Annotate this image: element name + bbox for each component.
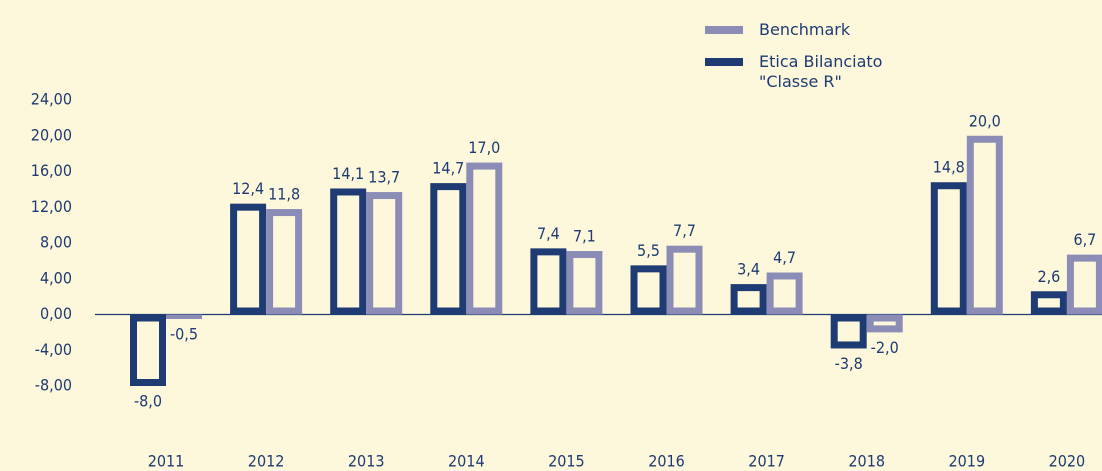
- x-tick-label: 2015: [548, 452, 585, 471]
- data-label: 14,7: [432, 159, 464, 178]
- data-label: 2,6: [1037, 267, 1060, 286]
- data-label: -2,0: [871, 338, 899, 357]
- data-label: -3,8: [835, 354, 863, 373]
- y-tick-label: 0,00: [40, 304, 72, 323]
- bar: [230, 203, 267, 315]
- x-tick-label: 2020: [1049, 452, 1086, 471]
- bar: [466, 162, 503, 315]
- data-label: 5,5: [637, 241, 660, 260]
- data-label: 4,7: [773, 248, 796, 267]
- y-tick-label: 20,00: [31, 125, 72, 144]
- bar: [430, 183, 467, 315]
- x-tick-label: 2019: [948, 452, 985, 471]
- bar: [1030, 291, 1067, 315]
- data-label: 17,0: [468, 138, 500, 157]
- bar: [1066, 254, 1102, 315]
- bar: [530, 248, 567, 315]
- data-label: 7,1: [573, 227, 596, 246]
- bar: [930, 182, 967, 315]
- data-label: 14,1: [332, 164, 364, 183]
- bar: [866, 314, 903, 333]
- bar: [730, 284, 767, 315]
- bar: [766, 272, 803, 315]
- bar: [966, 135, 1003, 315]
- data-label: 3,4: [737, 260, 760, 279]
- bar: [630, 265, 667, 315]
- legend-item: Benchmark: [705, 20, 909, 40]
- legend-swatch: [705, 26, 743, 34]
- data-label: 12,4: [232, 179, 264, 198]
- data-label: 20,0: [969, 111, 1001, 130]
- x-tick-label: 2011: [148, 452, 185, 471]
- bar: [830, 314, 867, 349]
- bar: [266, 209, 303, 315]
- data-label: 14,8: [933, 158, 965, 177]
- data-label: 6,7: [1073, 230, 1096, 249]
- data-label: 7,4: [537, 224, 560, 243]
- data-label: 7,7: [673, 221, 696, 240]
- bar: [366, 192, 403, 315]
- bar: [666, 245, 703, 315]
- legend-swatch: [705, 58, 743, 66]
- bar: [330, 188, 367, 315]
- x-tick-label: 2012: [248, 452, 285, 471]
- data-label: -0,5: [170, 324, 198, 343]
- x-tick-label: 2014: [448, 452, 485, 471]
- data-label: 13,7: [368, 168, 400, 187]
- y-tick-label: -4,00: [35, 340, 72, 359]
- y-tick-label: -8,00: [35, 376, 72, 395]
- legend-label: Benchmark: [759, 20, 851, 39]
- x-tick-label: 2017: [748, 452, 785, 471]
- y-tick-label: 24,00: [31, 90, 72, 109]
- bar: [130, 314, 166, 386]
- data-label: 11,8: [268, 185, 300, 204]
- x-tick-label: 2018: [848, 452, 885, 471]
- x-tick-label: 2013: [348, 452, 385, 471]
- legend-item: Etica Bilanciato "Classe R": [705, 52, 909, 92]
- y-tick-label: 8,00: [40, 233, 72, 252]
- y-tick-label: 12,00: [31, 197, 72, 216]
- y-tick-label: 4,00: [40, 268, 72, 287]
- bar: [166, 314, 202, 319]
- x-tick-label: 2016: [648, 452, 685, 471]
- bar: [566, 251, 603, 315]
- data-label: -8,0: [134, 392, 162, 411]
- y-tick-label: 16,00: [31, 161, 72, 180]
- legend-label: Etica Bilanciato "Classe R": [759, 52, 883, 91]
